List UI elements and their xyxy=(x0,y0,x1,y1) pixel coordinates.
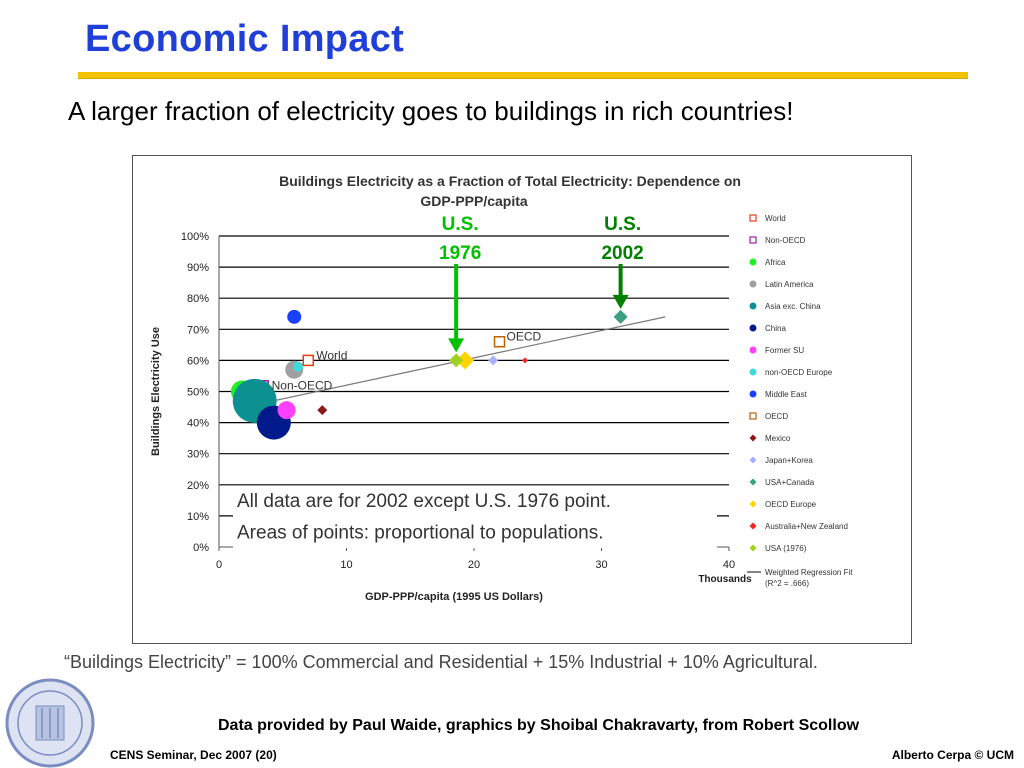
annotation-us-label: U.S. xyxy=(604,214,641,235)
x-tick-label: 30 xyxy=(595,559,607,571)
legend-label-usa-1976: USA (1976) xyxy=(765,544,807,553)
legend-label-latin-america: Latin America xyxy=(765,280,814,289)
x-axis-label: GDP-PPP/capita (1995 US Dollars) xyxy=(365,591,543,603)
point-mexico xyxy=(317,405,328,416)
x-tick-label: 40 xyxy=(723,559,735,571)
note-line2: Areas of points: proportional to populat… xyxy=(237,522,604,543)
y-tick-label: 100% xyxy=(181,231,209,243)
annotation-us-year: 2002 xyxy=(601,243,643,264)
y-tick-label: 20% xyxy=(187,480,209,492)
point-non-oecd-europe xyxy=(293,361,304,372)
legend-label-oecd-europe: OECD Europe xyxy=(765,500,817,509)
legend-marker-middle-east xyxy=(749,390,757,398)
legend-marker-africa xyxy=(749,258,757,266)
point-label-oecd: OECD xyxy=(507,330,542,344)
scatter-chart: Buildings Electricity as a Fraction of T… xyxy=(150,173,853,603)
note-line1: All data are for 2002 except U.S. 1976 p… xyxy=(237,491,611,512)
title-rule xyxy=(78,72,968,79)
y-tick-label: 90% xyxy=(187,262,209,274)
point-usa-1976 xyxy=(449,353,464,368)
point-usa-canada xyxy=(613,309,628,324)
chart-title-line2: GDP-PPP/capita xyxy=(420,193,528,209)
y-axis-label: Buildings Electricity Use xyxy=(150,327,162,456)
legend-marker-latin-america xyxy=(749,280,757,288)
legend-label-japan-korea: Japan+Korea xyxy=(765,456,813,465)
legend-marker-usa-canada xyxy=(749,478,757,486)
data-credits: Data provided by Paul Waide, graphics by… xyxy=(218,717,860,734)
legend-marker-world xyxy=(749,214,757,222)
x-tick-label: 0 xyxy=(216,559,222,571)
chart-title-line1: Buildings Electricity as a Fraction of T… xyxy=(279,173,741,189)
legend-marker-oecd xyxy=(749,412,757,420)
annotation-us-year: 1976 xyxy=(439,243,481,264)
point-former-su xyxy=(277,401,296,420)
legend-marker-china xyxy=(749,324,757,332)
legend-label-non-oecd: Non-OECD xyxy=(765,236,806,245)
slide-subtitle: A larger fraction of electricity goes to… xyxy=(68,96,794,126)
point-oecd-europe xyxy=(456,351,475,370)
y-tick-label: 0% xyxy=(193,542,209,554)
legend-marker-former-su xyxy=(749,346,757,354)
legend-label-former-su: Former SU xyxy=(765,346,804,355)
point-australia-new-zealand xyxy=(522,357,528,364)
legend-label-china: China xyxy=(765,324,786,333)
legend-label-world: World xyxy=(765,214,786,223)
slide-title: Economic Impact xyxy=(85,18,405,60)
point-oecd xyxy=(493,335,506,348)
point-label-non-oecd: Non-OECD xyxy=(272,378,333,392)
legend-label-mexico: Mexico xyxy=(765,434,791,443)
legend-label-australia-new-zealand: Australia+New Zealand xyxy=(765,522,848,531)
point-middle-east xyxy=(287,309,302,324)
y-tick-label: 80% xyxy=(187,293,209,305)
legend-label-africa: Africa xyxy=(765,258,786,267)
university-seal-logo xyxy=(5,678,95,768)
annotation-us-label: U.S. xyxy=(442,214,479,235)
y-tick-label: 30% xyxy=(187,449,209,461)
point-world xyxy=(302,354,314,367)
x-tick-label: 10 xyxy=(340,559,352,571)
legend-marker-non-oecd xyxy=(749,236,757,244)
legend-marker-japan-korea xyxy=(749,456,757,464)
point-label-world: World xyxy=(316,348,347,362)
legend-label-oecd: OECD xyxy=(765,412,788,421)
legend-marker-oecd-europe xyxy=(749,500,757,508)
y-tick-label: 70% xyxy=(187,324,209,336)
legend-label-regression: Weighted Regression Fit xyxy=(765,568,853,577)
y-tick-label: 60% xyxy=(187,355,209,367)
legend-marker-mexico xyxy=(749,434,757,442)
legend-label-asia-exc-china: Asia exc. China xyxy=(765,302,821,311)
legend-marker-australia-new-zealand xyxy=(749,522,757,530)
annotation-arrowhead xyxy=(612,294,629,309)
y-tick-label: 40% xyxy=(187,418,209,430)
x-tick-label: 20 xyxy=(468,559,480,571)
y-tick-label: 10% xyxy=(187,511,209,523)
point-japan-korea xyxy=(488,355,499,366)
annotation-arrowhead xyxy=(448,338,465,353)
chart-frame: Buildings Electricity as a Fraction of T… xyxy=(132,155,912,644)
legend-label-middle-east: Middle East xyxy=(765,390,808,399)
buildings-electricity-definition: “Buildings Electricity” = 100% Commercia… xyxy=(64,652,818,672)
x-unit-label: Thousands xyxy=(698,574,752,585)
legend-marker-usa-1976 xyxy=(749,544,757,552)
legend-label-non-oecd-europe: non-OECD Europe xyxy=(765,368,833,377)
legend-label-usa-canada: USA+Canada xyxy=(765,478,815,487)
legend-marker-asia-exc-china xyxy=(749,302,757,310)
legend-marker-non-oecd-europe xyxy=(749,368,757,376)
y-tick-label: 50% xyxy=(187,387,209,399)
footer-author: Alberto Cerpa © UCM xyxy=(891,748,1014,762)
footer-seminar: CENS Seminar, Dec 2007 (20) xyxy=(110,748,277,762)
legend-label-regression-r2: (R^2 = .666) xyxy=(765,579,809,588)
note-box-background xyxy=(233,487,717,549)
